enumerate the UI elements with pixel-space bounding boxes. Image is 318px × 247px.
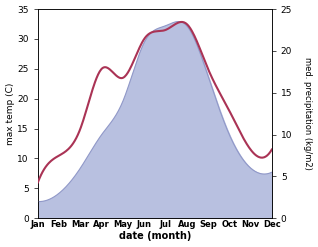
X-axis label: date (month): date (month) xyxy=(119,231,191,242)
Y-axis label: max temp (C): max temp (C) xyxy=(5,82,15,145)
Y-axis label: med. precipitation (kg/m2): med. precipitation (kg/m2) xyxy=(303,57,313,170)
